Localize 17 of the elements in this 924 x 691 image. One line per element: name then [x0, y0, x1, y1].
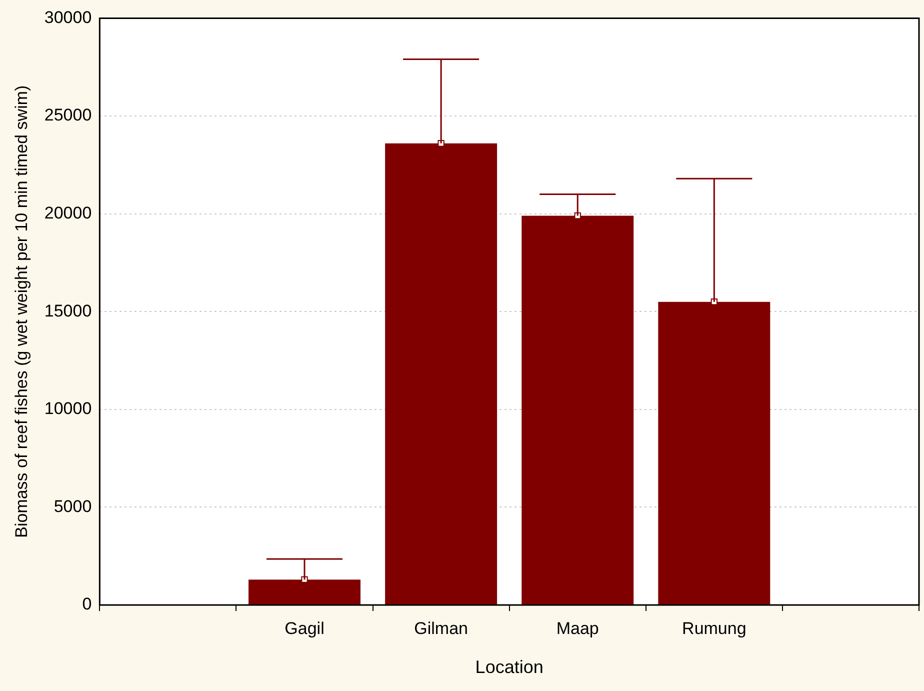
bar — [248, 580, 360, 604]
x-axis-title: Location — [475, 657, 544, 678]
y-tick-label: 0 — [82, 594, 92, 614]
bar — [658, 302, 770, 604]
y-tick-label: 25000 — [44, 106, 92, 125]
y-tick-label: 30000 — [44, 8, 92, 27]
y-tick-label: 10000 — [44, 399, 92, 418]
x-tick-label: Gilman — [414, 618, 468, 638]
x-tick-label: Maap — [556, 618, 599, 638]
y-tick-label: 5000 — [54, 496, 92, 516]
bar — [522, 216, 634, 604]
bar — [385, 143, 498, 604]
y-tick-label: 15000 — [44, 301, 92, 320]
y-tick-label: 20000 — [44, 203, 92, 222]
x-tick-label: Rumung — [682, 618, 746, 638]
y-axis-title: Biomass of reef fishes (g wet weight per 10 min timed swim) — [12, 85, 31, 538]
x-tick-label: Gagil — [284, 618, 324, 638]
